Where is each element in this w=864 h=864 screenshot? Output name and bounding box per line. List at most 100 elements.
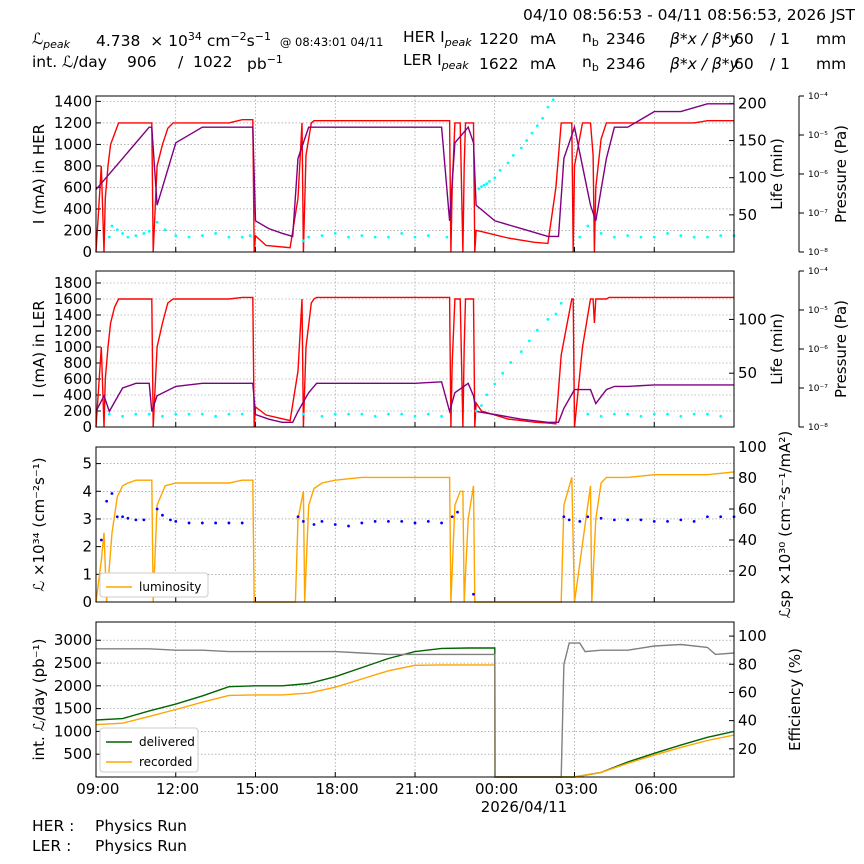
data-point-lifetime: [426, 412, 430, 416]
data-point-specific: [360, 521, 364, 525]
data-point-specific: [562, 515, 566, 519]
data-point-lifetime: [248, 234, 252, 238]
data-point-specific: [312, 523, 316, 526]
data-point-lifetime: [485, 393, 489, 397]
y-axis-label: ℒ ×10³⁴ (cm⁻²s⁻¹): [30, 457, 48, 591]
panel-int: 500 1000 1500 2000 2500 3000 20 40 60 80 100 int. ℒ…: [30, 621, 804, 816]
int-lumi-recorded: 1022: [193, 53, 233, 71]
data-point-specific: [578, 520, 582, 523]
y-tick-label: 200: [63, 402, 92, 420]
data-point-lifetime: [107, 235, 111, 239]
pressure-tick-label: 10⁻⁸: [808, 423, 828, 433]
data-point-lifetime: [519, 146, 523, 150]
data-point-lifetime: [546, 318, 550, 321]
plot-frame: [95, 95, 735, 253]
data-point-lifetime: [347, 235, 350, 239]
series-line-delivered: [95, 647, 735, 778]
data-point-specific: [115, 515, 119, 519]
data-point-specific: [134, 518, 138, 522]
y-tick-label: 1: [82, 565, 92, 583]
data-point-lifetime: [445, 235, 449, 239]
data-point-specific: [472, 592, 475, 596]
data-point-lifetime: [612, 235, 616, 239]
data-point-specific: [200, 521, 204, 525]
y-tick-label: 500: [63, 745, 92, 763]
data-point-lifetime: [360, 412, 364, 416]
legend-label-luminosity: luminosity: [139, 580, 201, 594]
data-point-lifetime: [530, 131, 534, 135]
y2-tick-label: 20: [738, 740, 757, 758]
data-point-lifetime: [163, 228, 167, 232]
y2-tick-label: 100: [738, 169, 767, 187]
y2-axis-label: Life (min): [768, 138, 786, 210]
y-tick-label: 400: [63, 200, 92, 218]
data-point-lifetime: [480, 185, 483, 189]
data-point-lifetime: [214, 414, 218, 418]
data-point-lifetime: [400, 412, 404, 416]
data-point-specific: [626, 518, 630, 522]
data-point-lifetime: [320, 414, 324, 418]
data-point-specific: [586, 515, 590, 519]
y-tick-label: 1000: [54, 135, 92, 153]
data-point-lifetime: [413, 235, 417, 239]
data-point-lifetime: [541, 116, 544, 120]
ler-peak-unit: mA: [530, 55, 556, 73]
data-point-lifetime: [559, 301, 563, 305]
series-line-current: [95, 296, 734, 428]
data-point-lifetime: [121, 232, 124, 235]
y-tick-label: 0: [82, 243, 92, 261]
data-point-specific: [110, 492, 114, 495]
pressure-tick-label: 10⁻⁴: [808, 267, 828, 277]
series-line-efficiency: [96, 642, 735, 778]
y-tick-label: 2: [82, 538, 92, 556]
data-point-lifetime: [155, 220, 159, 224]
ler-nb-label: nb: [582, 53, 599, 75]
data-point-lifetime: [599, 232, 603, 235]
ler-beta-x: 60: [734, 55, 754, 73]
data-point-lifetime: [599, 414, 603, 418]
y-tick-label: 800: [63, 354, 92, 372]
y2-tick-label: 50: [738, 364, 757, 382]
data-point-specific: [567, 518, 571, 522]
data-point-specific: [169, 518, 172, 522]
data-point-lifetime: [387, 235, 390, 239]
data-point-lifetime: [174, 412, 178, 416]
data-point-lifetime: [706, 235, 709, 239]
data-point-specific: [99, 538, 103, 542]
data-point-lifetime: [227, 412, 231, 416]
data-point-specific: [121, 515, 124, 519]
footer-ler-status: Physics Run: [95, 837, 187, 855]
ler-beta-label: β*x / β*y: [670, 55, 739, 73]
data-point-lifetime: [554, 312, 558, 316]
ler-peak-value: 1622: [479, 55, 519, 73]
data-point-specific: [214, 521, 218, 525]
data-point-lifetime: [586, 412, 590, 416]
data-point-lifetime: [679, 234, 683, 238]
data-point-lifetime: [719, 414, 723, 418]
lumi-peak-value: 4.738 × 1034 cm−2s−1 @ 08:43:01 04/11: [96, 30, 384, 51]
data-point-lifetime: [333, 412, 337, 416]
data-point-lifetime: [301, 412, 305, 416]
panel-her: 0 200 400 600 800 1000 1200 1400 50 100 150 200 I (m…: [30, 92, 850, 261]
series-line-recorded: [95, 664, 735, 778]
data-point-specific: [612, 518, 616, 522]
pressure-tick-label: 10⁻⁵: [808, 131, 828, 141]
y-tick-label: 0: [82, 593, 92, 611]
y2-tick-label: 60: [738, 500, 757, 518]
y-tick-label: 1400: [54, 92, 92, 110]
data-point-specific: [387, 520, 390, 523]
y-tick-label: 3: [82, 510, 92, 528]
data-point-lifetime: [485, 182, 489, 186]
data-point-specific: [155, 507, 159, 511]
footer-her-status: Physics Run: [95, 817, 187, 835]
data-point-lifetime: [387, 412, 390, 416]
data-point-specific: [639, 518, 643, 522]
data-point-lifetime: [320, 234, 324, 238]
ler-beta-y: / 1: [770, 55, 791, 73]
plot-frame: [95, 621, 735, 778]
y-tick-label: 1000: [54, 722, 92, 740]
ler-nb-value: 2346: [606, 55, 646, 73]
pressure-tick-label: 10⁻⁶: [808, 170, 828, 180]
data-point-lifetime: [639, 414, 643, 418]
